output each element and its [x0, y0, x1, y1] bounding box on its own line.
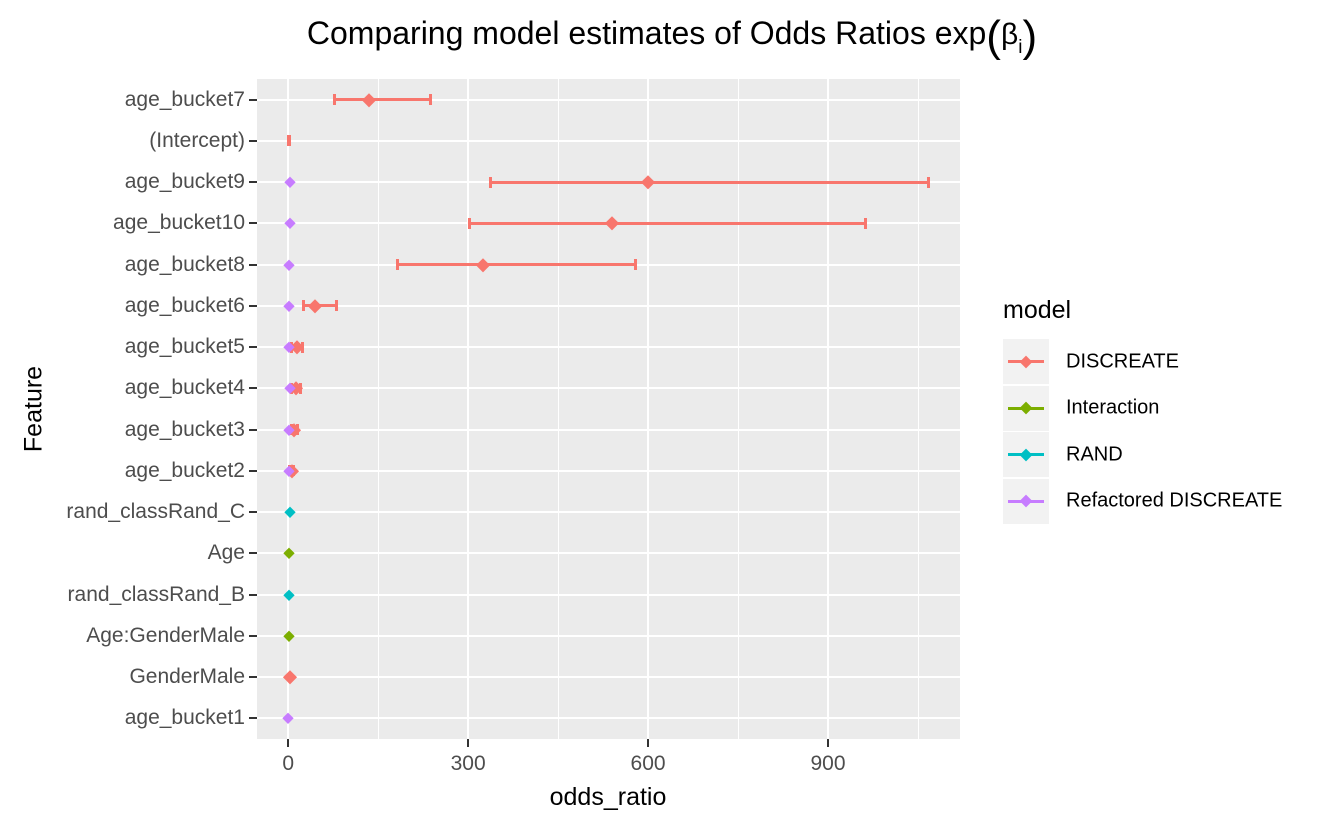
error-bar [397, 263, 636, 267]
minor-gridline [917, 79, 919, 739]
y-tick-label: GenderMale [129, 665, 245, 689]
error-bar-cap [429, 94, 433, 106]
y-axis-tick [249, 98, 257, 101]
legend-title: model [1003, 296, 1072, 324]
y-axis-tick [249, 717, 257, 720]
error-bar [469, 221, 866, 225]
major-gridline [467, 79, 470, 739]
y-tick-label: Age [207, 541, 245, 565]
x-axis-tick [647, 739, 650, 747]
minor-gridline [557, 79, 559, 739]
error-bar-cap [288, 135, 292, 147]
y-axis-tick [249, 593, 257, 596]
y-tick-label: age_bucket6 [124, 293, 245, 317]
major-gridline [257, 593, 960, 596]
major-gridline [827, 79, 830, 739]
major-gridline [257, 511, 960, 514]
y-axis-tick [249, 222, 257, 225]
major-gridline [257, 676, 960, 679]
error-bar [334, 98, 431, 102]
legend-label: Refactored DISCREATE [1066, 489, 1283, 512]
legend-label: DISCREATE [1066, 350, 1179, 372]
x-axis-tick [827, 739, 830, 747]
error-bar-cap [332, 94, 336, 106]
minor-gridline [737, 79, 739, 739]
minor-gridline [377, 79, 379, 739]
y-axis-tick [249, 469, 257, 472]
y-axis-tick [249, 387, 257, 390]
x-tick-label: 0 [282, 752, 295, 775]
x-tick-label: 900 [810, 752, 846, 775]
y-axis-tick [249, 139, 257, 142]
y-tick-label: age_bucket8 [124, 252, 245, 276]
y-tick-label: (Intercept) [149, 128, 245, 152]
error-bar-cap [926, 176, 930, 188]
y-axis-tick [249, 634, 257, 637]
major-gridline [257, 304, 960, 307]
y-tick-label: rand_classRand_B [67, 582, 245, 606]
major-gridline [257, 634, 960, 637]
beta-symbol: β [1000, 18, 1019, 51]
y-tick-label: age_bucket1 [124, 706, 245, 730]
major-gridline [647, 79, 650, 739]
y-axis-tick [249, 181, 257, 184]
error-bar-cap [302, 300, 306, 312]
major-gridline [287, 79, 290, 739]
major-gridline [257, 387, 960, 390]
plot-panel [257, 79, 960, 739]
y-tick-label: Age:GenderMale [86, 623, 245, 647]
y-tick-label: age_bucket3 [124, 417, 245, 441]
major-gridline [257, 139, 960, 142]
error-bar-cap [334, 300, 338, 312]
y-tick-label: age_bucket5 [124, 335, 245, 359]
y-axis-tick [249, 676, 257, 679]
y-axis-tick [249, 552, 257, 555]
error-bar-cap [396, 259, 400, 271]
y-axis-tick [249, 304, 257, 307]
y-tick-label: rand_classRand_C [66, 500, 245, 524]
x-axis-title: odds_ratio [549, 783, 667, 811]
y-axis-tick [249, 428, 257, 431]
y-tick-label: age_bucket9 [124, 170, 245, 194]
y-tick-label: age_bucket10 [113, 211, 245, 235]
y-tick-label: age_bucket7 [124, 87, 245, 111]
chart-title-text: Comparing model estimates of Odds Ratios… [306, 15, 987, 51]
chart-title: Comparing model estimates of Odds Ratios… [0, 12, 1344, 62]
beta-subscript: i [1018, 37, 1023, 58]
major-gridline [257, 469, 960, 472]
x-tick-label: 600 [630, 752, 666, 775]
major-gridline [257, 552, 960, 555]
x-axis-tick [287, 739, 290, 747]
x-tick-label: 300 [450, 752, 486, 775]
y-axis-tick [249, 511, 257, 514]
x-axis-tick [467, 739, 470, 747]
y-tick-label: age_bucket2 [124, 458, 245, 482]
error-bar [490, 180, 929, 184]
y-axis-tick [249, 263, 257, 266]
major-gridline [257, 346, 960, 349]
error-bar-cap [489, 176, 493, 188]
major-gridline [257, 428, 960, 431]
error-bar-cap [864, 217, 868, 229]
legend-label: Interaction [1066, 396, 1160, 419]
open-paren: ( [986, 12, 1001, 61]
major-gridline [257, 98, 960, 101]
legend-label: RAND [1066, 443, 1123, 465]
y-tick-label: age_bucket4 [124, 376, 245, 400]
y-axis-tick [249, 346, 257, 349]
error-bar-cap [468, 217, 472, 229]
major-gridline [257, 717, 960, 720]
error-bar-cap [633, 259, 637, 271]
close-paren: ) [1022, 12, 1038, 61]
